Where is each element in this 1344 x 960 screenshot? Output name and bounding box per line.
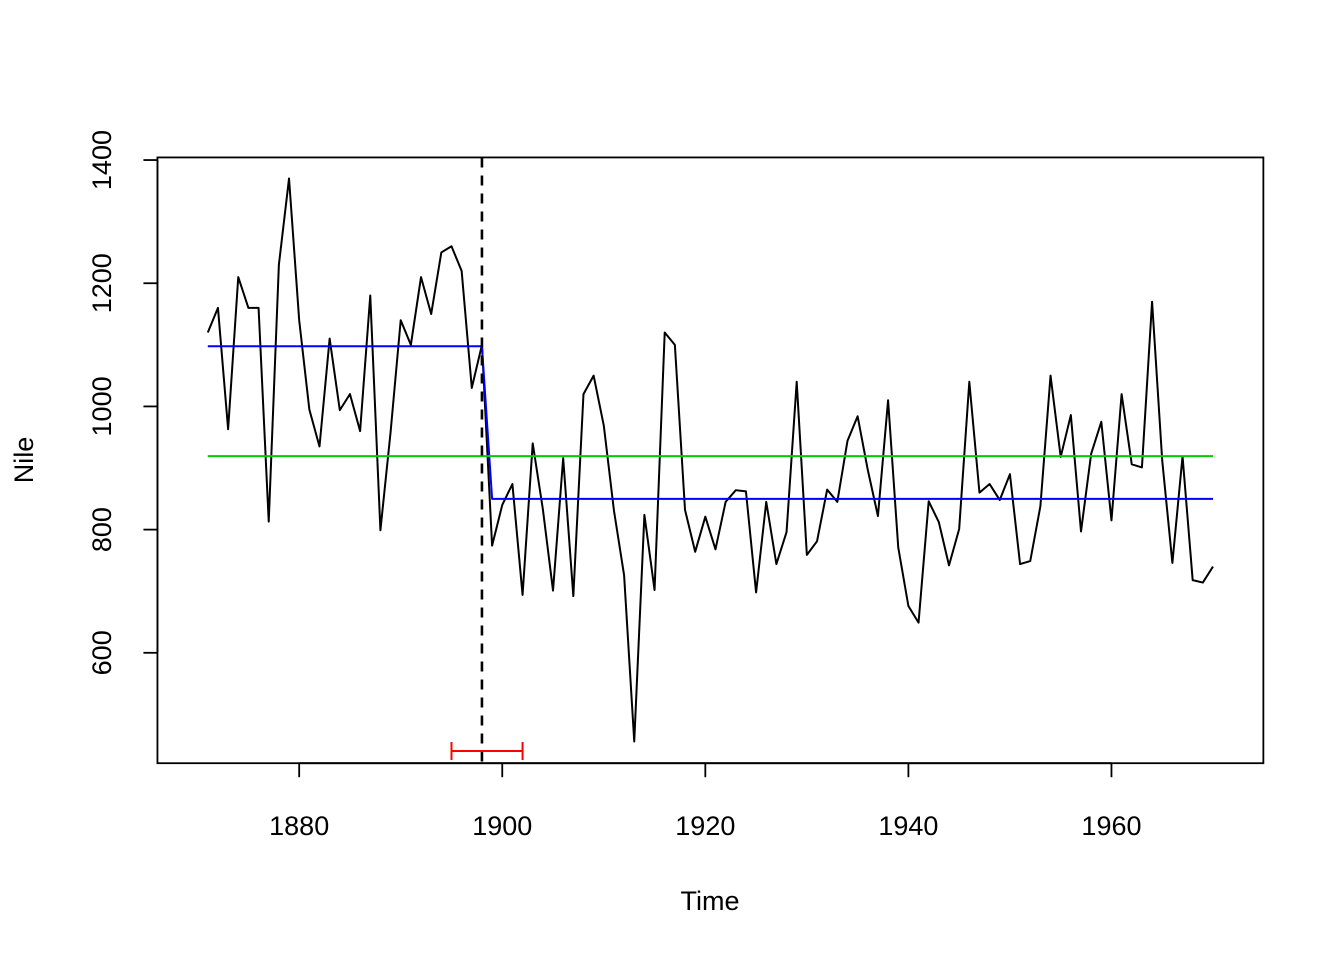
- x-tick-label: 1920: [675, 811, 735, 841]
- plot-frame: [156, 156, 1265, 765]
- y-axis-label: Nile: [9, 437, 39, 484]
- y-tick-label: 1200: [87, 253, 117, 313]
- x-tick-label: 1940: [878, 811, 938, 841]
- x-tick-label: 1960: [1081, 811, 1141, 841]
- plot-area: [206, 157, 1214, 764]
- y-tick-label: 1400: [87, 130, 117, 190]
- y-tick-label: 800: [87, 507, 117, 552]
- x-tick-label: 1900: [472, 811, 532, 841]
- x-axis-label: Time: [681, 886, 740, 916]
- y-axis: 600 800 1000 1200 1400: [87, 130, 159, 675]
- y-tick-label: 600: [87, 630, 117, 675]
- x-tick-label: 1880: [269, 811, 329, 841]
- segment_fit-line: [207, 345, 1213, 500]
- y-tick-label: 1000: [87, 376, 117, 436]
- observed-line: [206, 177, 1214, 743]
- x-axis: 1880 1900 1920 1940 1960: [269, 762, 1142, 841]
